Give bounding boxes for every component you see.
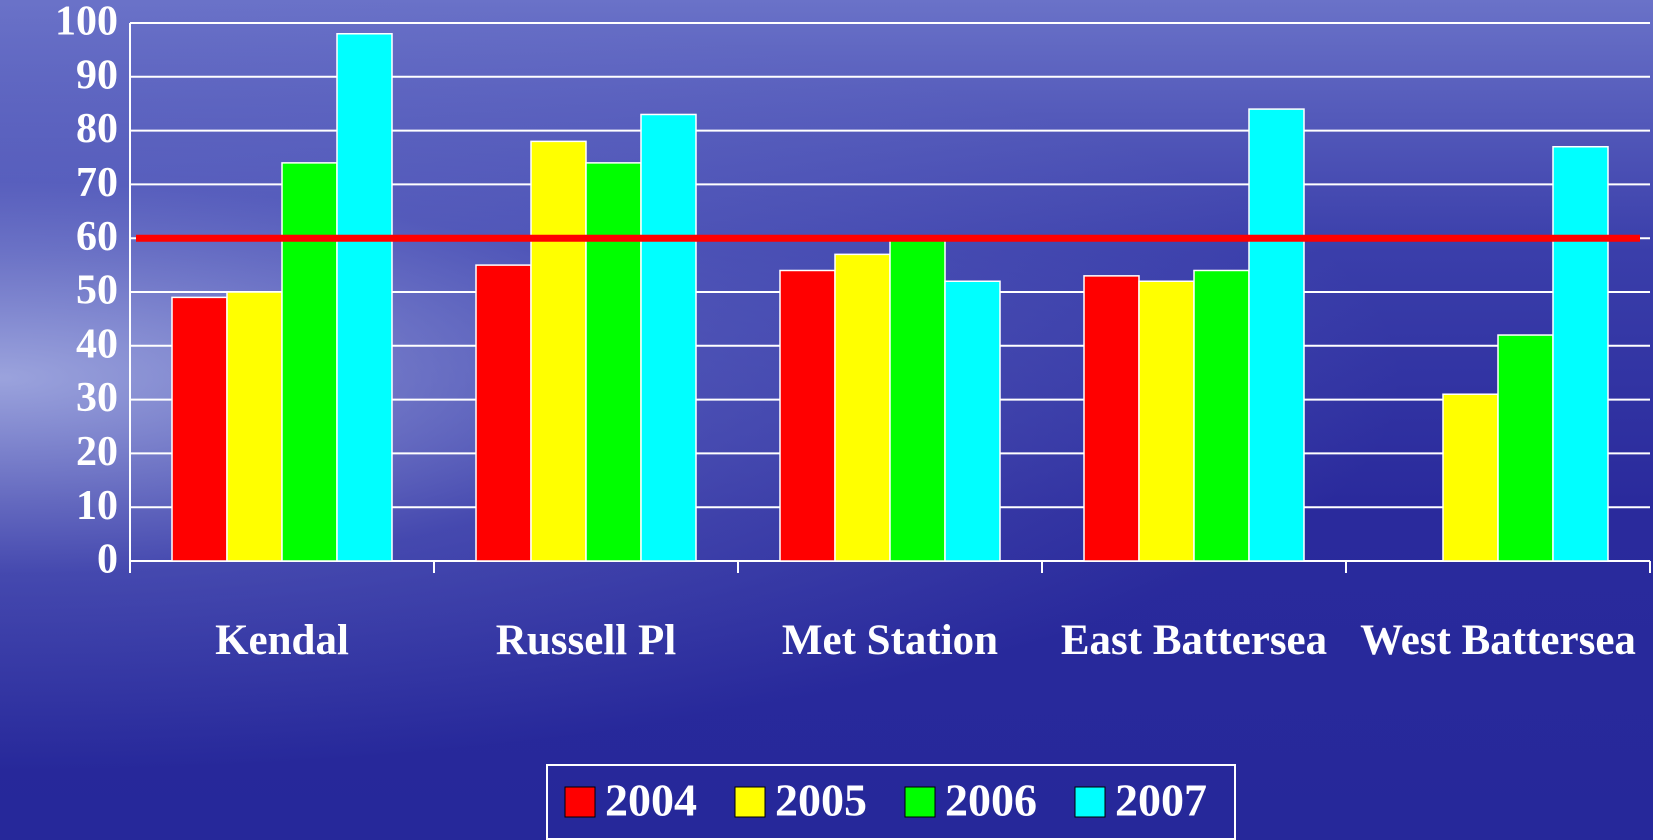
x-tick-label: West Battersea (1360, 617, 1636, 664)
legend-label: 2006 (945, 775, 1037, 826)
y-tick-label: 60 (76, 214, 118, 260)
legend-swatch (734, 786, 766, 818)
legend-swatch (904, 786, 936, 818)
legend-swatch (564, 786, 596, 818)
bar (281, 162, 338, 562)
y-tick-label: 90 (76, 52, 118, 98)
bar (944, 280, 1001, 562)
x-tick-label: Kendal (215, 617, 349, 664)
y-tick-label: 50 (76, 268, 118, 314)
y-tick-label: 70 (76, 160, 118, 206)
bar (226, 291, 283, 562)
legend-label: 2005 (775, 775, 867, 826)
x-tick-label: East Battersea (1060, 617, 1328, 664)
y-tick-label: 80 (76, 106, 118, 152)
bar (834, 253, 891, 562)
bar (530, 140, 587, 562)
legend-label: 2007 (1115, 775, 1207, 826)
bar (1193, 269, 1250, 562)
bar (1497, 334, 1554, 562)
legend-swatch (1074, 786, 1106, 818)
bar (1248, 108, 1305, 562)
x-tick-label: Russell Pl (495, 617, 677, 664)
x-tick-label: Met Station (781, 617, 999, 664)
bar (475, 264, 532, 562)
bar (640, 113, 697, 562)
y-tick-label: 40 (76, 321, 118, 367)
y-tick-label: 0 (97, 537, 118, 583)
y-tick-label: 10 (76, 483, 118, 529)
bar (1138, 280, 1195, 562)
bar (889, 237, 946, 562)
bar (1552, 145, 1609, 562)
bar (336, 33, 393, 562)
bar (585, 162, 642, 562)
legend-label: 2004 (605, 775, 697, 826)
bar (1083, 275, 1140, 562)
bar (171, 296, 228, 562)
y-tick-label: 20 (76, 429, 118, 475)
y-tick-label: 30 (76, 375, 118, 421)
bar (779, 269, 836, 562)
bar (1442, 393, 1499, 562)
legend-box (546, 764, 1236, 840)
y-tick-label: 100 (55, 0, 118, 45)
